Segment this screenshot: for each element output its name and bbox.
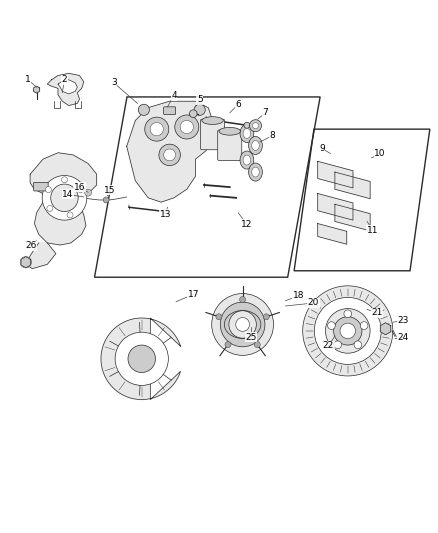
Circle shape <box>145 117 169 141</box>
Circle shape <box>150 123 163 136</box>
Circle shape <box>303 286 393 376</box>
Circle shape <box>263 314 269 320</box>
Text: 26: 26 <box>25 241 37 251</box>
Circle shape <box>328 322 336 329</box>
Circle shape <box>67 212 73 218</box>
Circle shape <box>47 205 53 212</box>
Circle shape <box>128 345 155 373</box>
Circle shape <box>85 189 92 196</box>
Circle shape <box>220 302 265 347</box>
Text: 6: 6 <box>236 100 241 109</box>
Polygon shape <box>21 256 31 268</box>
Text: 20: 20 <box>308 298 319 308</box>
FancyBboxPatch shape <box>218 130 242 160</box>
Text: 18: 18 <box>293 291 304 300</box>
Circle shape <box>229 311 256 338</box>
Text: 7: 7 <box>262 108 268 117</box>
Text: 22: 22 <box>323 342 334 350</box>
Text: 13: 13 <box>159 209 171 219</box>
Circle shape <box>314 297 381 365</box>
Circle shape <box>334 317 362 345</box>
Circle shape <box>325 309 370 353</box>
Text: 23: 23 <box>397 316 408 325</box>
Circle shape <box>189 110 197 118</box>
Text: 17: 17 <box>187 290 199 299</box>
FancyBboxPatch shape <box>164 107 176 115</box>
Circle shape <box>51 184 78 212</box>
Text: 11: 11 <box>367 225 378 235</box>
Text: 3: 3 <box>111 78 117 87</box>
Circle shape <box>78 187 84 192</box>
Circle shape <box>250 120 261 132</box>
Ellipse shape <box>202 117 223 124</box>
Ellipse shape <box>252 141 259 150</box>
Circle shape <box>212 294 273 356</box>
FancyBboxPatch shape <box>201 119 225 150</box>
Text: 4: 4 <box>171 91 177 100</box>
Circle shape <box>216 314 222 320</box>
Circle shape <box>20 256 32 268</box>
Text: 15: 15 <box>104 185 115 195</box>
Ellipse shape <box>249 163 262 181</box>
Circle shape <box>225 342 231 348</box>
Polygon shape <box>335 172 370 199</box>
Polygon shape <box>335 204 370 231</box>
Polygon shape <box>318 193 353 220</box>
Circle shape <box>159 144 180 166</box>
Circle shape <box>236 318 250 332</box>
Polygon shape <box>127 101 212 202</box>
Text: 5: 5 <box>197 95 202 104</box>
Ellipse shape <box>219 127 240 135</box>
Ellipse shape <box>249 136 262 155</box>
Text: 1: 1 <box>25 75 31 84</box>
Circle shape <box>194 104 205 116</box>
Polygon shape <box>34 86 39 93</box>
Text: 25: 25 <box>246 333 257 342</box>
Ellipse shape <box>243 128 251 139</box>
Circle shape <box>244 122 250 128</box>
Circle shape <box>175 115 199 139</box>
Ellipse shape <box>243 155 251 165</box>
Circle shape <box>334 341 342 349</box>
Polygon shape <box>30 153 97 245</box>
Circle shape <box>103 197 109 203</box>
Ellipse shape <box>240 124 254 142</box>
Polygon shape <box>26 243 56 269</box>
Text: 12: 12 <box>241 220 253 229</box>
Circle shape <box>164 149 176 161</box>
Circle shape <box>354 341 362 349</box>
Circle shape <box>138 104 149 116</box>
Polygon shape <box>318 161 353 188</box>
Polygon shape <box>380 322 391 335</box>
Text: 9: 9 <box>319 144 325 153</box>
Polygon shape <box>47 74 84 106</box>
Text: 2: 2 <box>62 75 67 84</box>
Circle shape <box>360 322 368 329</box>
Circle shape <box>240 296 246 303</box>
Text: 8: 8 <box>270 131 276 140</box>
Polygon shape <box>58 80 78 94</box>
Circle shape <box>252 123 258 128</box>
Circle shape <box>61 177 67 183</box>
Circle shape <box>254 342 260 348</box>
Circle shape <box>42 175 87 220</box>
Circle shape <box>340 323 356 338</box>
Ellipse shape <box>252 167 259 177</box>
Text: 24: 24 <box>397 333 408 342</box>
Circle shape <box>115 332 168 385</box>
Circle shape <box>344 310 352 318</box>
Text: 16: 16 <box>74 183 85 191</box>
FancyBboxPatch shape <box>34 182 48 191</box>
Text: 21: 21 <box>371 309 383 317</box>
Circle shape <box>163 209 167 214</box>
Text: 10: 10 <box>374 149 386 158</box>
Circle shape <box>180 120 194 134</box>
Polygon shape <box>318 223 347 244</box>
Polygon shape <box>101 318 180 400</box>
Circle shape <box>46 187 51 192</box>
Text: 14: 14 <box>62 190 74 199</box>
Ellipse shape <box>240 151 254 169</box>
